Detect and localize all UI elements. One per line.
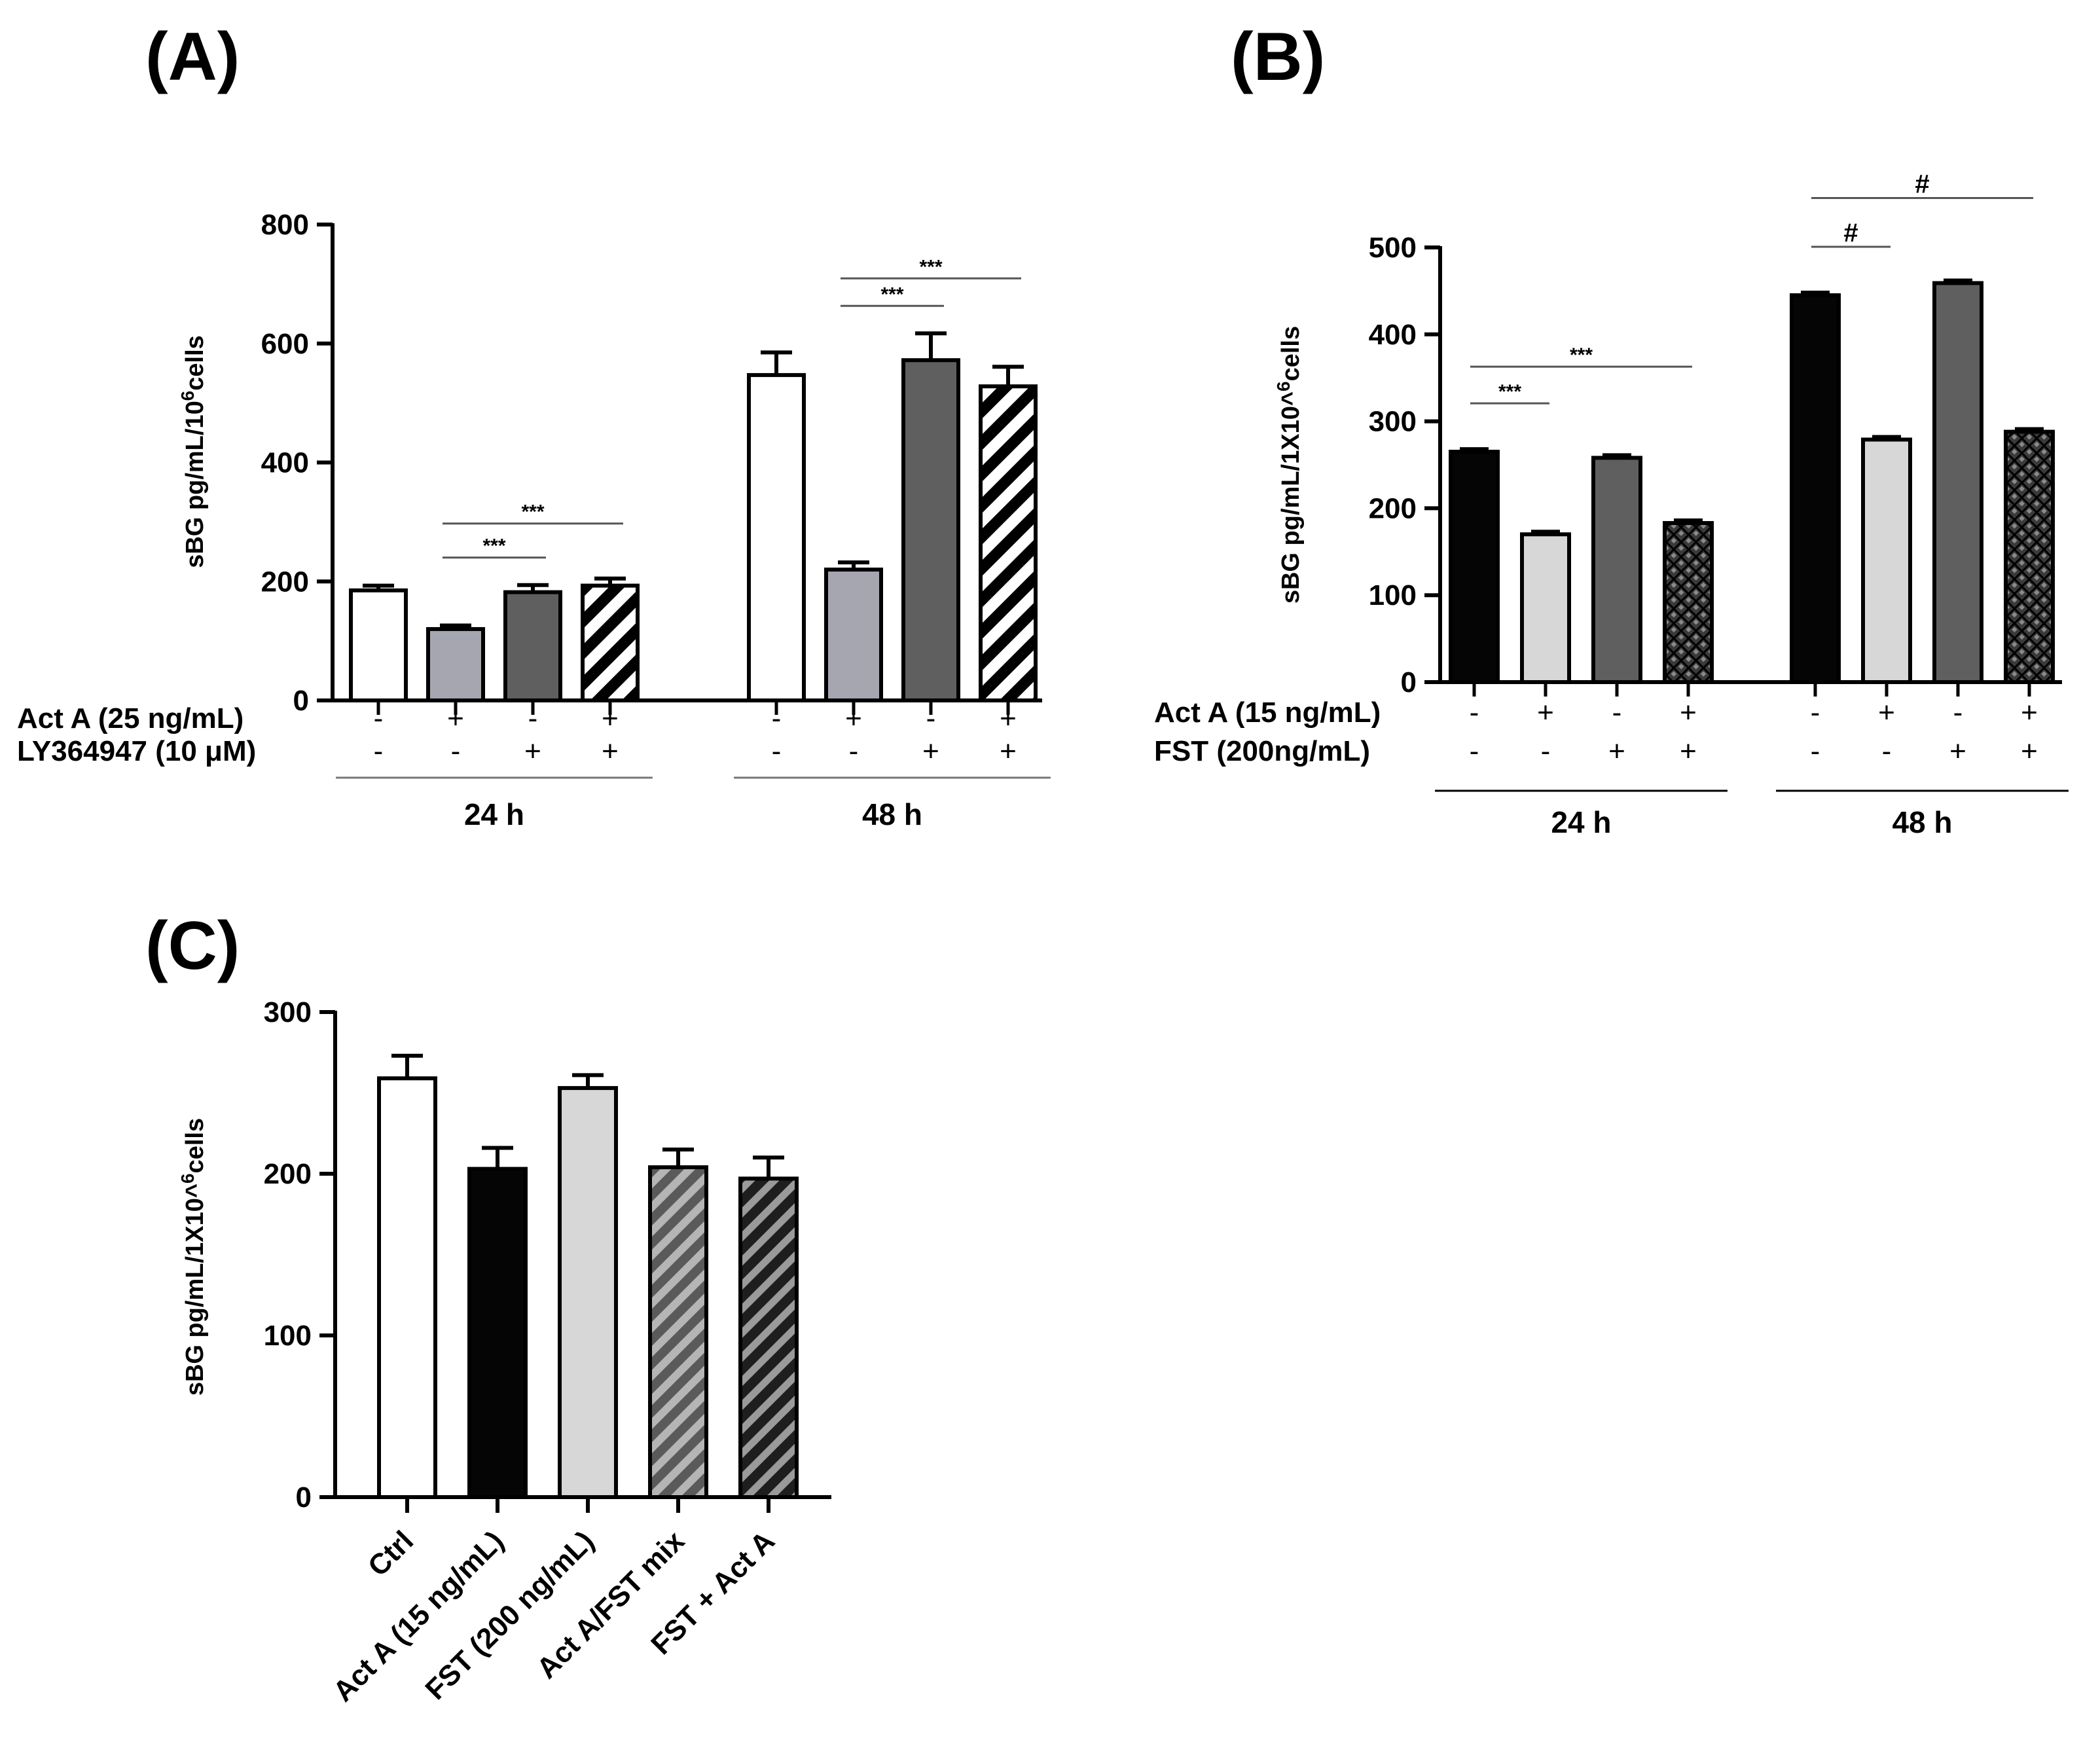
group-label: 48 h <box>862 797 922 831</box>
condition-label: Act A (25 ng/mL) <box>17 702 244 734</box>
y-tick-label: 100 <box>264 1320 312 1352</box>
y-tick-label: 200 <box>264 1158 312 1190</box>
condition-sign: + <box>1680 697 1697 729</box>
condition-label: FST (200ng/mL) <box>1154 735 1370 767</box>
panel-c-y-axis-label: sBG pg/mL/1X10^6cells <box>177 1118 209 1396</box>
condition-sign: - <box>1811 735 1820 767</box>
y-tick-label: 400 <box>1369 319 1417 351</box>
condition-sign: - <box>1882 735 1892 767</box>
significance-marker: *** <box>482 535 505 557</box>
condition-sign: + <box>1537 697 1554 729</box>
y-tick-label: 300 <box>1369 406 1417 438</box>
condition-sign: + <box>602 702 619 734</box>
condition-sign: - <box>374 735 384 767</box>
condition-sign: + <box>845 702 862 734</box>
condition-label: LY364947 (10 μM) <box>17 735 256 767</box>
bar <box>503 590 562 702</box>
condition-sign: - <box>451 735 461 767</box>
y-tick-label: 800 <box>261 209 309 241</box>
condition-sign: - <box>374 702 384 734</box>
condition-sign: - <box>1470 735 1479 767</box>
significance-marker: *** <box>919 256 942 278</box>
condition-sign: - <box>1953 697 1963 729</box>
condition-sign: + <box>1949 735 1966 767</box>
bar <box>581 583 640 703</box>
bar <box>426 626 485 703</box>
panel-a-y-axis-label: sBG pg/mL/106cells <box>177 335 209 568</box>
condition-sign: - <box>772 702 782 734</box>
y-tick-label: 200 <box>261 566 309 598</box>
bar <box>1932 281 1983 684</box>
y-tick-label: 0 <box>1401 666 1417 698</box>
y-tick-label: 0 <box>296 1481 312 1513</box>
condition-sign: + <box>1878 697 1895 729</box>
condition-sign: + <box>1608 735 1625 767</box>
condition-sign: - <box>1541 735 1551 767</box>
category-label: Ctrl <box>362 1525 420 1582</box>
bar <box>824 568 883 703</box>
condition-sign: - <box>926 702 936 734</box>
bar <box>1591 456 1642 684</box>
panel-b-label: (B) <box>1231 19 1325 95</box>
condition-sign: - <box>1811 697 1820 729</box>
bar <box>738 1176 799 1500</box>
y-tick-label: 600 <box>261 328 309 360</box>
significance-marker: # <box>1843 219 1858 247</box>
condition-sign: + <box>602 735 619 767</box>
bar <box>1663 520 1714 685</box>
y-tick-label: 0 <box>293 685 309 717</box>
bar <box>901 358 960 702</box>
bar <box>1449 450 1500 685</box>
bar <box>1861 437 1912 684</box>
y-tick-label: 200 <box>1369 492 1417 524</box>
condition-sign: - <box>528 702 538 734</box>
panel-c-label: (C) <box>145 908 240 984</box>
group-label: 48 h <box>1892 805 1952 839</box>
category-label: Act A (15 ng/mL) <box>327 1525 511 1708</box>
panel-b-y-axis-label: sBG pg/mL/1X10^6cells <box>1273 326 1305 604</box>
condition-sign: - <box>849 735 859 767</box>
bar <box>1520 532 1571 684</box>
condition-sign: - <box>1470 697 1479 729</box>
bar <box>377 1076 437 1499</box>
panel-c: (C) sBG pg/mL/1X10^6cells 0 100 200 300 Ctrl… <box>145 908 831 1708</box>
bar <box>979 384 1038 702</box>
bar <box>558 1086 618 1499</box>
bar <box>2004 429 2055 684</box>
panel-b: (B) sBG pg/mL/1X10^6cells 0 100 200 300 400 5… <box>1154 19 2069 839</box>
condition-sign: + <box>2021 735 2038 767</box>
condition-sign: + <box>1000 735 1017 767</box>
significance-marker: # <box>1915 170 1929 198</box>
condition-sign: + <box>1000 702 1017 734</box>
group-label: 24 h <box>1551 805 1611 839</box>
bar <box>747 372 806 702</box>
condition-sign: + <box>447 702 464 734</box>
bar <box>1790 293 1841 685</box>
condition-sign: + <box>1680 735 1697 767</box>
category-label: FST (200 ng/mL) <box>419 1525 600 1706</box>
condition-sign: + <box>922 735 939 767</box>
condition-sign: - <box>772 735 782 767</box>
panel-a: (A) sBG pg/mL/106cells 0 200 400 600 800 24 h… <box>17 19 1051 831</box>
y-tick-label: 500 <box>1369 232 1417 264</box>
panel-a-label: (A) <box>145 19 240 95</box>
y-tick-label: 400 <box>261 447 309 479</box>
bar <box>349 588 408 702</box>
condition-label: Act A (15 ng/mL) <box>1154 697 1381 729</box>
significance-marker: *** <box>880 283 903 305</box>
bar <box>648 1165 708 1499</box>
bar <box>467 1167 528 1499</box>
group-label: 24 h <box>464 797 524 831</box>
condition-sign: + <box>2021 697 2038 729</box>
significance-marker: *** <box>521 501 544 523</box>
condition-sign: - <box>1612 697 1622 729</box>
significance-marker: *** <box>1570 344 1593 366</box>
y-tick-label: 100 <box>1369 579 1417 611</box>
condition-sign: + <box>524 735 541 767</box>
y-tick-label: 300 <box>264 996 312 1028</box>
significance-marker: *** <box>1498 381 1521 403</box>
